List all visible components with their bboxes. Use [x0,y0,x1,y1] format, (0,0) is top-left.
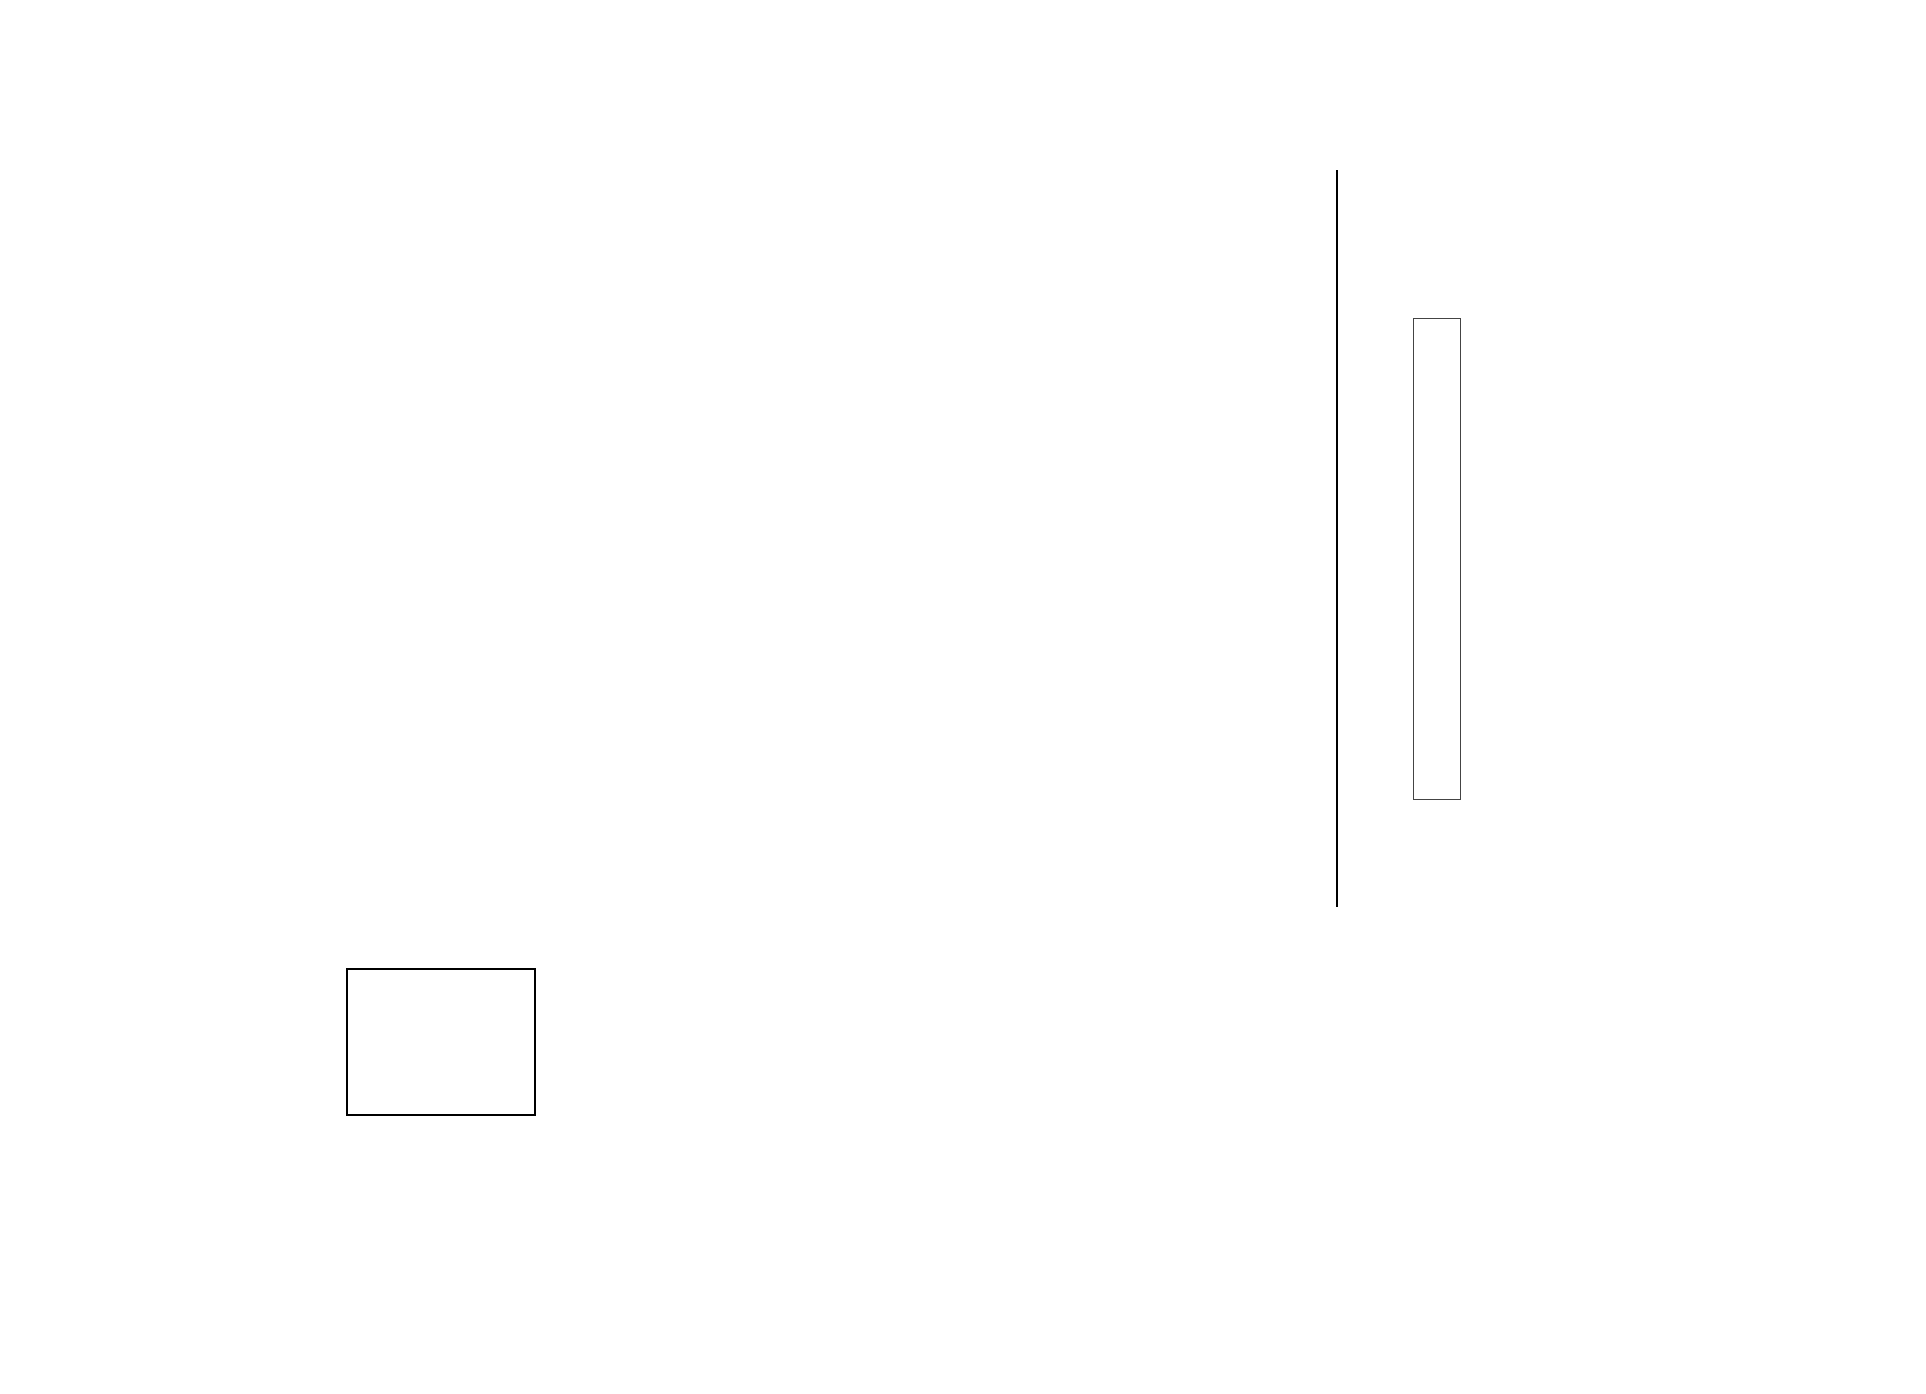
colorbar [1413,318,1461,800]
legend [858,942,1186,1118]
map-inset [346,968,536,1116]
z-kft-axis-line [1336,170,1338,907]
cross-section-plot [115,170,1255,905]
